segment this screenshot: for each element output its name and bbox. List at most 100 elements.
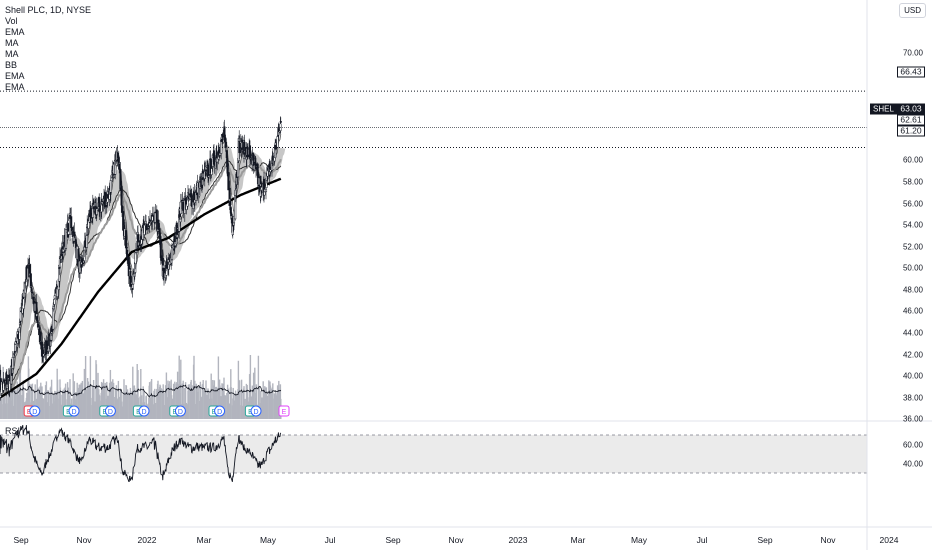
candle-body (11, 357, 14, 369)
volume-bar (126, 389, 129, 419)
volume-bar (96, 386, 98, 419)
volume-bar (14, 390, 17, 419)
rsi-legend-label[interactable]: RSI (5, 426, 21, 436)
volume-bar (76, 382, 78, 419)
candle-body (120, 205, 124, 213)
volume-bar (221, 383, 223, 419)
candle-body (101, 201, 104, 204)
price-tick-label: 58.00 (902, 177, 923, 187)
volume-bar (108, 382, 111, 419)
earnings-marker-icon (278, 405, 290, 417)
candle-body (53, 299, 56, 305)
candle-body (134, 250, 138, 253)
legend-item-ma[interactable]: MA (5, 38, 19, 48)
time-tick-label: Nov (76, 535, 92, 545)
volume-bar (131, 391, 133, 419)
candle-body (85, 235, 88, 248)
volume-bar (16, 381, 18, 419)
candle-body (22, 298, 25, 309)
volume-bar (56, 379, 59, 419)
price-tick-label: 60.00 (902, 155, 923, 165)
earnings-marker-letter: E (66, 409, 71, 416)
volume-bar (198, 386, 200, 419)
dividend-marker-letter: D (141, 409, 146, 416)
volume-bar (48, 405, 50, 419)
volume-bar (262, 381, 264, 419)
volume-bar (233, 393, 235, 419)
volume-bar (87, 381, 90, 419)
volume-bar (104, 382, 106, 419)
volume-bar (261, 397, 263, 419)
volume-bar (212, 380, 214, 419)
volume-bar (184, 382, 187, 419)
candle-body (58, 256, 62, 268)
candle-body (80, 261, 83, 268)
volume-bar (79, 384, 81, 419)
dividend-marker-icon (104, 405, 116, 417)
volume-bar (241, 405, 244, 419)
rsi-series (0, 424, 282, 483)
last-price-label: 63.03 (897, 103, 925, 115)
dividend-marker-icon (138, 405, 150, 417)
volume-bar (168, 381, 171, 419)
volume-bar (117, 380, 120, 419)
candle-body (62, 248, 65, 253)
volume-bar (174, 387, 176, 419)
legend-item-ema[interactable]: EMA (5, 82, 25, 92)
legend-item-vol[interactable]: Vol (5, 16, 18, 26)
time-tick-label: Sep (385, 535, 401, 545)
candle-body (36, 323, 40, 328)
candle-body (117, 157, 120, 163)
candle-body (227, 172, 230, 191)
volume-bar (177, 384, 179, 419)
time-tick-label: Jul (696, 535, 708, 545)
earnings-marker-letter: E (102, 409, 107, 416)
time-tick-label: May (630, 535, 648, 545)
candle-body (266, 170, 269, 177)
volume-bar (157, 389, 160, 419)
chart-title[interactable]: Shell PLC, 1D, NYSE (5, 5, 92, 15)
earnings-marker-letter: E (136, 409, 141, 416)
time-tick-label: Sep (13, 535, 29, 545)
volume-bar (252, 372, 255, 419)
legend-item-bb[interactable]: BB (5, 60, 18, 70)
volume-bar (136, 364, 138, 419)
ema-slow-line (0, 158, 282, 397)
candle-body (157, 219, 160, 230)
volume-bar (160, 388, 162, 419)
price-level-label-low: 61.20 (897, 125, 925, 137)
volume-bar (62, 389, 64, 419)
price-tick-label: 44.00 (902, 328, 923, 338)
symbol-label: SHEL (870, 103, 897, 115)
price-tick-label: 48.00 (902, 285, 923, 295)
candle-body (147, 226, 150, 229)
candle-body (225, 150, 228, 159)
candle-body (248, 145, 252, 158)
volume-bar (64, 383, 67, 419)
legend-item-ema[interactable]: EMA (5, 71, 25, 81)
volume-bar (210, 373, 212, 419)
candle-body (22, 290, 26, 298)
volume-bar (224, 395, 227, 419)
volume-bar (129, 387, 132, 419)
candle-body (143, 224, 146, 235)
price-tick-label: 38.00 (902, 393, 923, 403)
legend-item-ma[interactable]: MA (5, 49, 19, 59)
volume-bar (266, 395, 269, 419)
dividend-marker-icon (250, 405, 262, 417)
legend-item-ema[interactable]: EMA (5, 27, 25, 37)
volume-bar (152, 404, 154, 419)
volume-bar (63, 388, 66, 419)
dividend-marker-icon (29, 405, 41, 417)
candle-body (126, 249, 129, 258)
candle-body (132, 273, 135, 285)
candle-body (39, 331, 42, 345)
price-level-label-mid: 62.61 (897, 114, 925, 126)
candle-body (276, 136, 279, 148)
currency-button[interactable]: USD (899, 3, 926, 18)
volume-bar (20, 395, 22, 419)
candle-body (64, 228, 68, 249)
volume-bar (101, 383, 104, 419)
candle-body (279, 121, 282, 123)
